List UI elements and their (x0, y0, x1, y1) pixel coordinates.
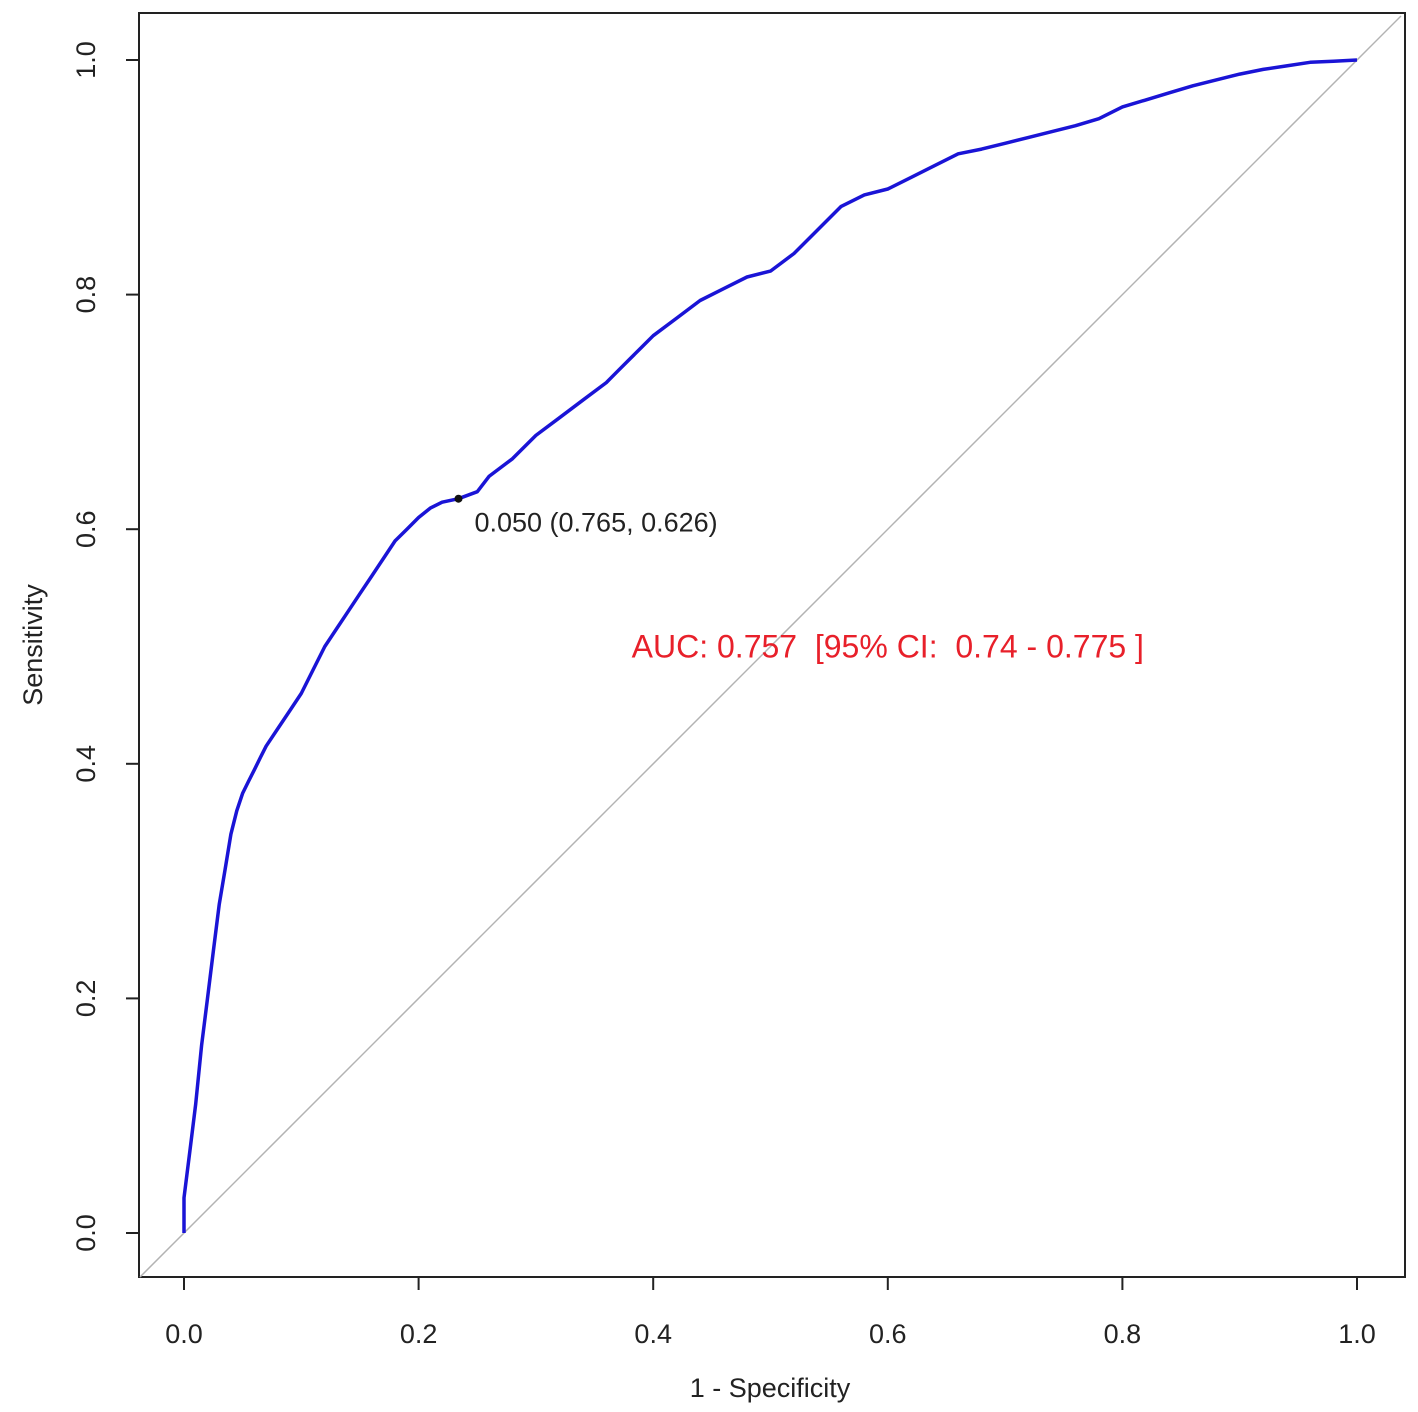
optimal-threshold-point (454, 494, 463, 503)
x-tick-label: 0.0 (165, 1319, 203, 1349)
roc-curve (182, 58, 1358, 1233)
auc-annotation: AUC: 0.757 [95% CI: 0.74 - 0.775 ] (632, 629, 1144, 665)
y-tick-label: 0.6 (71, 510, 101, 548)
x-tick-label: 0.8 (1104, 1319, 1142, 1349)
x-tick-label: 0.2 (400, 1319, 438, 1349)
x-tick-label: 1.0 (1338, 1319, 1376, 1349)
y-tick-label: 0.0 (71, 1214, 101, 1252)
y-tick-label: 0.2 (71, 980, 101, 1018)
y-axis: 0.0 0.2 0.4 0.6 0.8 1.0 (71, 41, 139, 1252)
y-axis-title: Sensitivity (18, 584, 48, 706)
reference-diagonal (139, 15, 1402, 1278)
optimal-threshold-label: 0.050 (0.765, 0.626) (474, 508, 717, 538)
y-tick-label: 0.4 (71, 745, 101, 783)
x-tick-label: 0.6 (869, 1319, 907, 1349)
y-tick-label: 1.0 (71, 41, 101, 79)
x-axis: 0.0 0.2 0.4 0.6 0.8 1.0 (165, 1277, 1376, 1349)
y-tick-label: 0.8 (71, 276, 101, 314)
x-tick-label: 0.4 (634, 1319, 672, 1349)
x-axis-title: 1 - Specificity (690, 1373, 851, 1403)
